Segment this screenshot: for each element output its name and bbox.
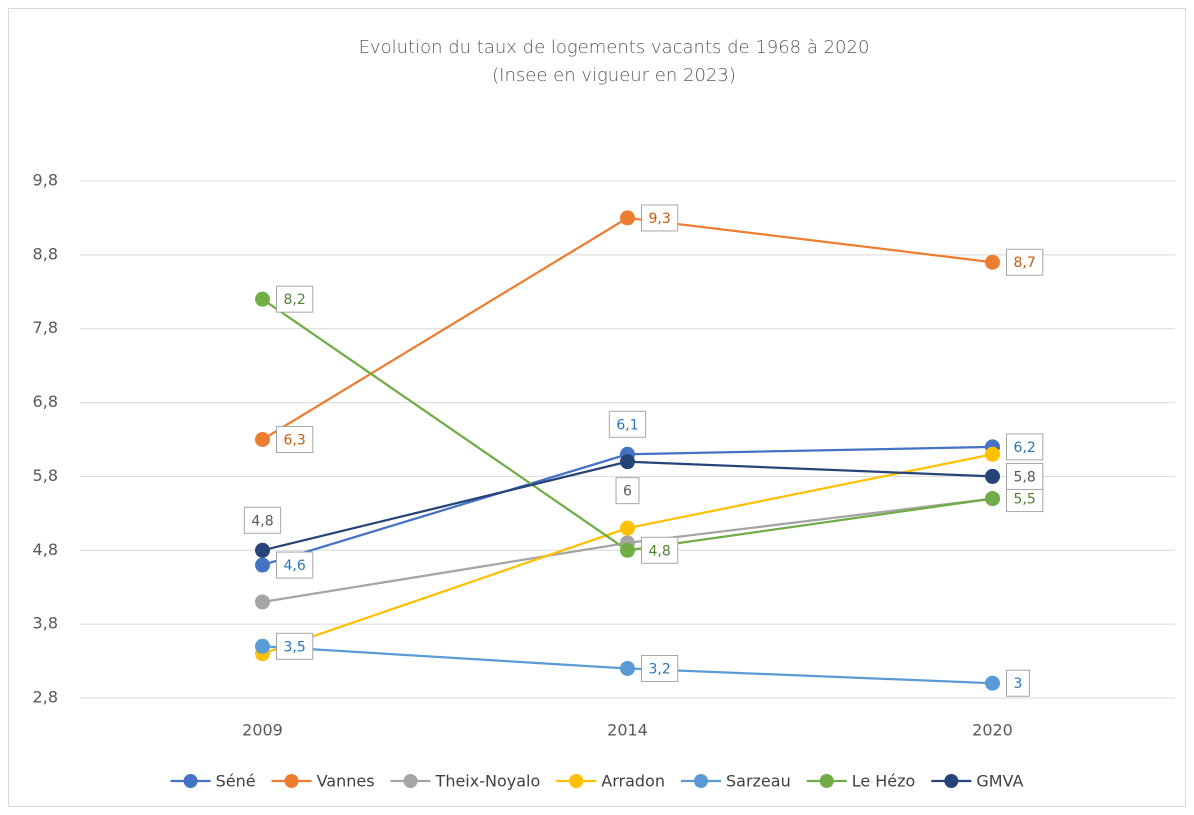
value-label: 6,3 (284, 433, 306, 449)
legend-item: Sarzeau (680, 772, 791, 791)
legend-marker (693, 774, 708, 788)
value-label: 5,5 (1014, 492, 1036, 508)
value-label-box (276, 426, 314, 453)
chart-title: Evolution du taux de logements vacants d… (359, 37, 870, 58)
marker (620, 660, 635, 676)
value-label: 6,1 (616, 417, 638, 433)
value-label: 9,3 (649, 211, 671, 227)
y-tick-label: 8,8 (33, 244, 58, 263)
value-label: 4,8 (251, 513, 273, 529)
legend-marker (183, 774, 198, 788)
value-label-box (608, 410, 647, 438)
value-label-box (641, 204, 679, 232)
value-label: 6 (623, 484, 632, 500)
marker (620, 454, 635, 470)
legend-item: Le Hézo (806, 772, 916, 791)
legend-label: Theix-Noyalo (435, 772, 541, 791)
marker (985, 468, 1000, 484)
value-label-box (1006, 433, 1044, 461)
legend-item: Theix-Noyalo (390, 772, 541, 791)
marker (255, 557, 270, 573)
y-tick-label: 2,8 (33, 688, 58, 707)
value-label: 4,8 (649, 543, 671, 559)
value-label: 8,7 (1014, 255, 1036, 271)
x-tick-label: 2009 (242, 721, 283, 740)
legend-marker (569, 774, 584, 788)
x-tick-label: 2014 (607, 721, 648, 740)
y-tick-label: 4,8 (33, 540, 58, 559)
legend-label: GMVA (976, 772, 1023, 791)
value-label-box (641, 536, 679, 564)
legend-label: Arradon (601, 772, 665, 791)
marker (255, 594, 270, 610)
marker (255, 542, 270, 558)
value-label-box (1006, 248, 1044, 276)
marker (255, 291, 270, 307)
legend-label: Sarzeau (726, 772, 791, 791)
value-label-box (276, 285, 314, 313)
chart-frame (8, 8, 1186, 807)
marker (620, 210, 635, 226)
legend-label: Vannes (317, 772, 375, 791)
y-tick-label: 6,8 (33, 392, 58, 411)
value-label: 3 (1014, 676, 1023, 692)
value-label: 6,2 (1014, 440, 1036, 456)
legend-item: Vannes (271, 772, 375, 791)
y-tick-label: 3,8 (33, 614, 58, 633)
value-label-box (243, 506, 282, 534)
value-label: 8,2 (284, 292, 306, 308)
y-tick-label: 5,8 (33, 466, 58, 485)
legend-label: Le Hézo (852, 772, 916, 791)
chart-subtitle: (Insee en vigueur en 2023) (492, 65, 736, 86)
legend-marker (819, 774, 834, 788)
legend-item: Séné (170, 772, 256, 791)
legend-label: Séné (216, 772, 256, 791)
marker (985, 491, 1000, 507)
marker (620, 542, 635, 558)
legend-marker (403, 774, 418, 788)
legend-item: GMVA (931, 772, 1023, 791)
x-tick-label: 2020 (972, 721, 1013, 740)
marker (985, 254, 1000, 270)
value-label: 4,6 (284, 558, 306, 574)
value-label: 3,2 (649, 661, 671, 677)
y-tick-label: 7,8 (33, 318, 58, 337)
marker (255, 638, 270, 654)
y-tick-label: 9,8 (33, 171, 58, 190)
value-label-box (1006, 669, 1030, 697)
value-label: 3,5 (284, 639, 306, 655)
legend-item: Arradon (556, 772, 665, 791)
legend-marker (284, 774, 299, 788)
value-label-box (641, 654, 679, 682)
legend-marker (944, 774, 959, 788)
marker (985, 446, 1000, 462)
marker (255, 432, 270, 447)
value-label-box (615, 477, 640, 505)
value-label-box (276, 632, 314, 660)
value-label-box (1006, 462, 1044, 490)
value-label: 5,8 (1014, 469, 1036, 485)
marker (620, 520, 635, 536)
marker (985, 675, 1000, 691)
value-label-box (276, 551, 314, 579)
